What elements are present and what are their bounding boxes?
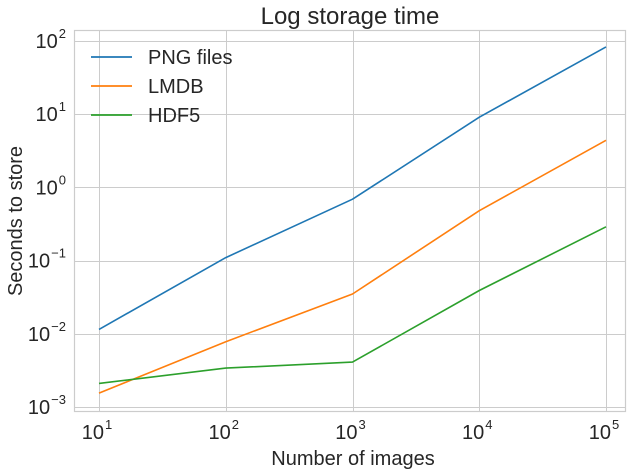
series-line-hdf5 xyxy=(98,226,607,385)
legend-label: HDF5 xyxy=(148,105,200,127)
series-line-png-files xyxy=(98,46,607,331)
y-tick-label: 100 xyxy=(36,172,66,199)
chart-title: Log storage time xyxy=(261,3,440,30)
plot-frame xyxy=(73,29,627,413)
y-tick-label: 10−2 xyxy=(28,319,66,346)
legend: PNG files LMDB HDF5 xyxy=(91,47,232,127)
x-tick-labels: 101 102 103 104 105 xyxy=(82,417,619,444)
x-axis-label: Number of images xyxy=(271,448,434,470)
y-tick-label: 101 xyxy=(36,99,66,126)
x-tick-label: 105 xyxy=(589,417,619,444)
x-tick-label: 103 xyxy=(335,417,365,444)
y-axis-label: Seconds to store xyxy=(5,146,27,296)
y-tick-label: 102 xyxy=(36,26,66,53)
y-tick-labels: 102 101 100 10−1 10−2 10−3 xyxy=(28,26,66,419)
x-tick-label: 102 xyxy=(209,417,239,444)
x-tick-label: 104 xyxy=(462,417,492,444)
series-line-lmdb xyxy=(98,139,607,394)
x-tick-label: 101 xyxy=(82,417,112,444)
legend-label: PNG files xyxy=(148,47,232,69)
y-tick-label: 10−1 xyxy=(28,246,66,273)
series-lines xyxy=(98,46,607,394)
gridlines xyxy=(75,31,625,411)
y-tick-label: 10−3 xyxy=(28,392,66,419)
legend-label: LMDB xyxy=(148,76,204,98)
